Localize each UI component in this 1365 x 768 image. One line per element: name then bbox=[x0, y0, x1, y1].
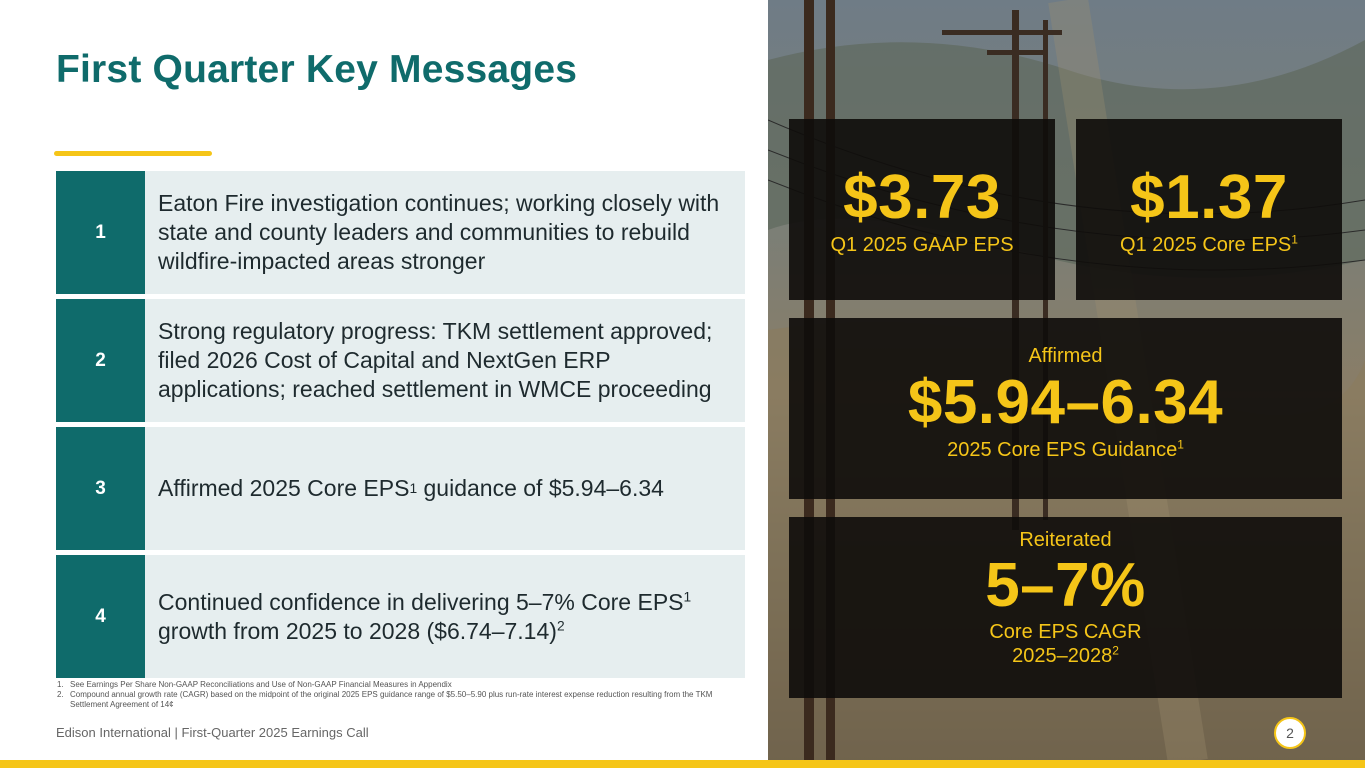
message-row-3: 3 Affirmed 2025 Core EPS 1 guidance of $5… bbox=[56, 427, 745, 550]
growth-status: Reiterated bbox=[1019, 529, 1112, 551]
message-text: Affirmed 2025 Core EPS 1 guidance of $5.9… bbox=[145, 427, 745, 550]
message-row-4: 4 Continued confidence in delivering 5–7… bbox=[56, 555, 745, 678]
growth-value: 5–7% bbox=[985, 551, 1146, 620]
gaap-eps-panel: $3.73 Q1 2025 GAAP EPS bbox=[789, 119, 1055, 300]
growth-label-line2: 2025–20282 bbox=[1012, 643, 1119, 667]
page-number: 2 bbox=[1274, 717, 1306, 749]
message-text: Strong regulatory progress: TKM settleme… bbox=[145, 299, 745, 422]
footnote-ref: 1 bbox=[1177, 437, 1184, 452]
core-eps-panel: $1.37 Q1 2025 Core EPS1 bbox=[1076, 119, 1342, 300]
message-number: 1 bbox=[56, 171, 145, 294]
core-eps-label: Q1 2025 Core EPS1 bbox=[1120, 232, 1298, 256]
message-text-part: Continued confidence in delivering 5–7% … bbox=[158, 588, 684, 615]
guidance-status: Affirmed bbox=[1028, 345, 1103, 367]
guidance-label: 2025 Core EPS Guidance1 bbox=[947, 437, 1184, 461]
bottom-accent-bar bbox=[0, 760, 1365, 768]
slide-title: First Quarter Key Messages bbox=[56, 48, 578, 91]
footnote-ref: 1 bbox=[1291, 232, 1298, 247]
message-number: 2 bbox=[56, 299, 145, 422]
message-row-2: 2 Strong regulatory progress: TKM settle… bbox=[56, 299, 745, 422]
guidance-value: $5.94–6.34 bbox=[907, 368, 1224, 437]
core-eps-value: $1.37 bbox=[1130, 163, 1288, 232]
footnote-ref: 2 bbox=[1112, 643, 1119, 658]
footnote-1: 1. See Earnings Per Share Non-GAAP Recon… bbox=[57, 680, 452, 689]
growth-label-line1: Core EPS CAGR bbox=[989, 621, 1142, 643]
footer-text: Edison International | First-Quarter 202… bbox=[56, 725, 369, 740]
gaap-eps-label: Q1 2025 GAAP EPS bbox=[830, 234, 1014, 256]
guidance-panel: Affirmed $5.94–6.34 2025 Core EPS Guidan… bbox=[789, 318, 1342, 499]
message-row-1: 1 Eaton Fire investigation continues; wo… bbox=[56, 171, 745, 294]
growth-panel: Reiterated 5–7% Core EPS CAGR 2025–20282 bbox=[789, 517, 1342, 698]
footnote-2: 2. Compound annual growth rate (CAGR) ba… bbox=[57, 690, 713, 709]
footnote-ref: 1 bbox=[683, 588, 692, 604]
message-number: 3 bbox=[56, 427, 145, 550]
footnotes: 1. See Earnings Per Share Non-GAAP Recon… bbox=[57, 680, 727, 710]
message-text-part: Affirmed 2025 Core EPS bbox=[158, 475, 410, 501]
message-text: Continued confidence in delivering 5–7% … bbox=[145, 555, 745, 678]
key-messages-list: 1 Eaton Fire investigation continues; wo… bbox=[56, 171, 745, 683]
footnote-ref: 2 bbox=[556, 617, 565, 633]
message-number: 4 bbox=[56, 555, 145, 678]
gaap-eps-value: $3.73 bbox=[843, 163, 1001, 232]
message-text-part: growth from 2025 to 2028 ($6.74–7.14) bbox=[158, 617, 557, 644]
message-text-part: guidance of $5.94–6.34 bbox=[417, 475, 664, 501]
title-underline bbox=[54, 151, 212, 156]
message-text: Eaton Fire investigation continues; work… bbox=[145, 171, 745, 294]
